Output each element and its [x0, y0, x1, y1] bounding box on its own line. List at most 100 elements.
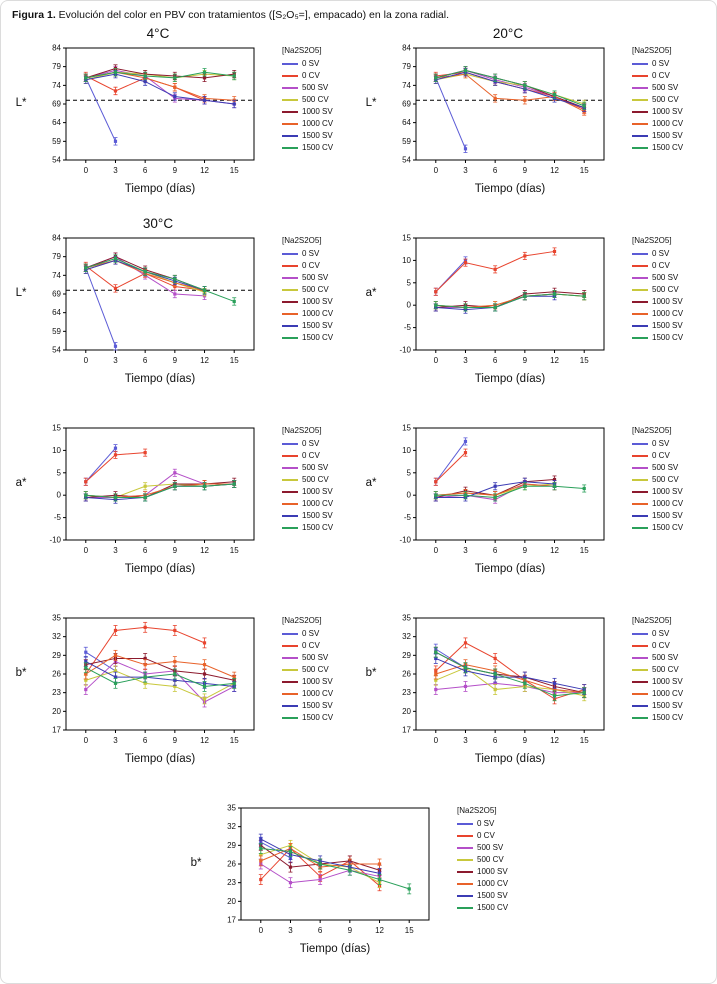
series-color-swatch [632, 442, 648, 445]
svg-text:20: 20 [227, 897, 236, 906]
legend-entry: 500 CV [632, 475, 702, 484]
svg-text:0: 0 [57, 491, 62, 500]
x-axis-title: Tiempo (días) [125, 753, 196, 765]
series-color-swatch [632, 122, 648, 125]
legend-entry: 500 CV [282, 665, 352, 674]
y-axis-label: L* [15, 97, 27, 109]
chart-panel-l-30c: 30°C L* 54 59 64 69 74 79 84 0 3 6 9 12 15 Tiempo (dí… [10, 216, 358, 402]
legend-title: [Na2S2O5] [282, 236, 322, 245]
y-axis-label: b* [190, 857, 202, 869]
legend-entry: 1000 SV [282, 297, 352, 306]
legend-entry-label: 0 SV [652, 629, 670, 638]
legend-entry-label: 1500 SV [302, 511, 333, 520]
chart-panel-a-3: a* -10 -5 0 5 10 15 0 3 6 9 12 15 Tiempo (días) [Na2… [360, 406, 708, 592]
legend-title: [Na2S2O5] [632, 616, 672, 625]
series-color-swatch [282, 62, 298, 65]
svg-text:6: 6 [143, 736, 148, 745]
legend-entry: 500 SV [282, 83, 352, 92]
legend-entry: 500 SV [632, 463, 702, 472]
svg-text:0: 0 [84, 166, 89, 175]
svg-text:32: 32 [52, 632, 61, 641]
legend-entry-label: 1000 SV [652, 297, 683, 306]
caption-text: Evolución del color en PBV con tratamien… [55, 9, 449, 21]
svg-text:10: 10 [402, 256, 411, 265]
legend-entry-label: 1000 CV [302, 119, 334, 128]
svg-text:20: 20 [402, 707, 411, 716]
svg-text:20: 20 [52, 707, 61, 716]
series-color-swatch [282, 478, 298, 481]
legend-entry-label: 0 CV [302, 71, 320, 80]
legend-entry-label: 500 SV [652, 653, 679, 662]
line-plot: 17 20 23 26 29 32 35 0 3 6 9 12 15 Tiempo (días) [402, 614, 605, 765]
series-color-swatch [632, 692, 648, 695]
y-axis: 17 20 23 26 29 32 35 [402, 614, 416, 735]
line-plot: -10 -5 0 5 10 15 0 3 6 9 12 15 Tiempo (días) [399, 234, 605, 385]
legend-entry: 1500 CV [282, 523, 352, 532]
svg-text:12: 12 [550, 736, 559, 745]
svg-text:17: 17 [52, 726, 61, 735]
svg-text:6: 6 [143, 166, 148, 175]
legend-entry-label: 1000 CV [302, 499, 334, 508]
legend-entry: 0 SV [282, 439, 352, 448]
legend-entry-label: 1000 SV [652, 677, 683, 686]
svg-text:17: 17 [227, 916, 236, 925]
series-color-swatch [282, 264, 298, 267]
legend-entry-label: 1000 CV [652, 689, 684, 698]
svg-text:12: 12 [550, 356, 559, 365]
series-color-swatch [282, 312, 298, 315]
chart-title [360, 406, 656, 422]
svg-text:54: 54 [402, 156, 411, 165]
series-color-swatch [632, 632, 648, 635]
legend-entry: 0 SV [632, 439, 702, 448]
legend-entry-label: 1500 CV [302, 143, 334, 152]
svg-text:15: 15 [405, 926, 414, 935]
series-color-swatch [632, 134, 648, 137]
svg-text:0: 0 [84, 736, 89, 745]
svg-text:10: 10 [402, 446, 411, 455]
svg-text:-10: -10 [399, 346, 411, 355]
chart-title [185, 786, 481, 802]
series-color-swatch [632, 336, 648, 339]
svg-text:9: 9 [173, 166, 178, 175]
legend-entry-label: 500 SV [477, 843, 504, 852]
series-color-swatch [282, 252, 298, 255]
series-0-cv [433, 247, 557, 296]
series-color-swatch [282, 502, 298, 505]
legend-entry-label: 1500 CV [652, 713, 684, 722]
legend-entry-label: 500 CV [302, 475, 329, 484]
legend-entry-label: 1500 SV [302, 321, 333, 330]
svg-text:9: 9 [523, 736, 528, 745]
legend-entry-label: 1500 SV [652, 131, 683, 140]
svg-text:3: 3 [288, 926, 293, 935]
svg-text:35: 35 [227, 804, 236, 813]
series-0-sv [433, 73, 468, 153]
svg-text:9: 9 [348, 926, 353, 935]
series-color-swatch [282, 86, 298, 89]
legend-entry-label: 500 SV [302, 273, 329, 282]
series-1000-cv [83, 649, 237, 683]
legend-entry-label: 1500 CV [302, 333, 334, 342]
plot-frame [65, 427, 255, 541]
legend-entry-label: 1500 SV [652, 321, 683, 330]
series-color-swatch [282, 134, 298, 137]
svg-text:15: 15 [230, 356, 239, 365]
svg-text:29: 29 [52, 651, 61, 660]
svg-text:59: 59 [52, 327, 61, 336]
legend-entry-label: 1000 SV [652, 107, 683, 116]
legend-entry: 500 SV [282, 463, 352, 472]
legend-entry-label: 1500 SV [302, 131, 333, 140]
legend-entry-label: 1000 SV [302, 297, 333, 306]
legend-entry-label: 0 SV [302, 629, 320, 638]
svg-text:29: 29 [227, 841, 236, 850]
legend-title: [Na2S2O5] [282, 46, 322, 55]
legend-entry: 1000 SV [282, 677, 352, 686]
legend-entry-label: 0 CV [477, 831, 495, 840]
legend-entry-label: 1500 SV [477, 891, 508, 900]
y-axis: 54 59 64 69 74 79 84 [402, 44, 416, 165]
legend-entry-label: 0 CV [652, 451, 670, 460]
legend-entry: 500 CV [457, 855, 527, 864]
svg-text:17: 17 [402, 726, 411, 735]
svg-text:6: 6 [493, 546, 498, 555]
